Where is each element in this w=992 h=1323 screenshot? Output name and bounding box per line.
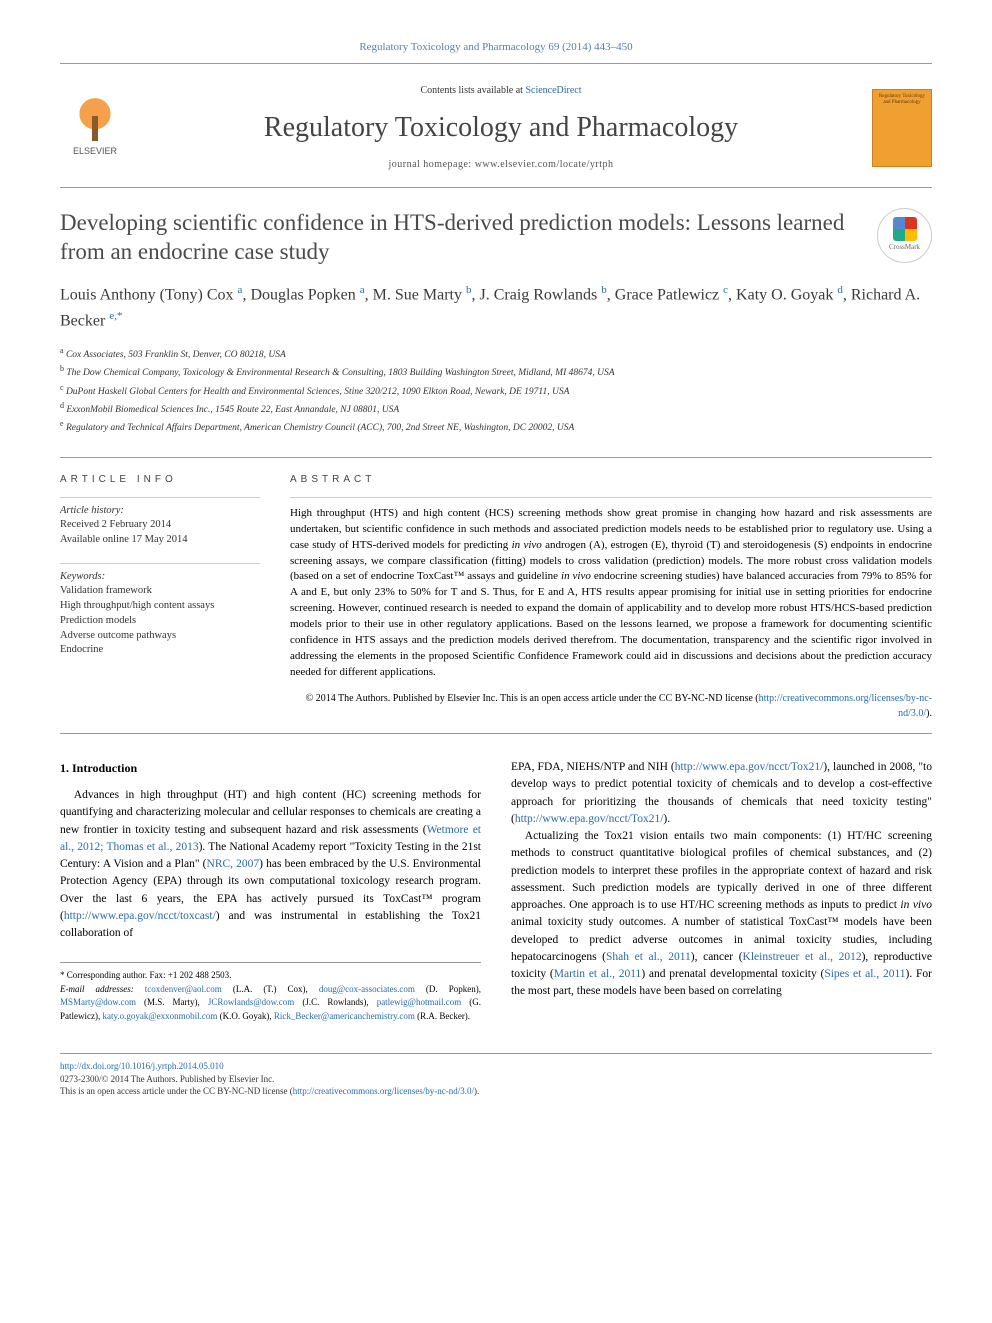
- elsevier-label: ELSEVIER: [73, 145, 117, 158]
- history-label: Article history:: [60, 504, 260, 519]
- copyright-suffix: ).: [926, 708, 932, 719]
- body-columns: 1. Introduction Advances in high through…: [60, 759, 932, 1023]
- email-addresses: E-mail addresses: tcoxdenver@aol.com (L.…: [60, 983, 481, 1024]
- citation-header: Regulatory Toxicology and Pharmacology 6…: [60, 40, 932, 55]
- journal-cover-thumbnail[interactable]: Regulatory Toxicology and Pharmacology: [872, 89, 932, 167]
- article-title: Developing scientific confidence in HTS-…: [60, 208, 857, 268]
- footer-license-link[interactable]: http://creativecommons.org/licenses/by-n…: [293, 1086, 474, 1096]
- homepage-prefix: journal homepage:: [388, 159, 474, 170]
- homepage-line: journal homepage: www.elsevier.com/locat…: [130, 158, 872, 172]
- keyword: Validation framework: [60, 584, 260, 599]
- crossmark-icon: [893, 217, 917, 241]
- intro-paragraph-1-cont: EPA, FDA, NIEHS/NTP and NIH (http://www.…: [511, 759, 932, 828]
- article-info-column: ARTICLE INFO Article history: Received 2…: [60, 473, 260, 721]
- cover-title: Regulatory Toxicology and Pharmacology: [877, 94, 927, 106]
- intro-paragraph-1: Advances in high throughput (HT) and hig…: [60, 787, 481, 942]
- affiliation-line: e Regulatory and Technical Affairs Depar…: [60, 418, 932, 436]
- journal-name: Regulatory Toxicology and Pharmacology: [130, 108, 872, 147]
- history-online: Available online 17 May 2014: [60, 533, 260, 548]
- affiliation-line: a Cox Associates, 503 Franklin St, Denve…: [60, 345, 932, 363]
- authors-list: Louis Anthony (Tony) Cox a, Douglas Popk…: [60, 282, 932, 333]
- crossmark-label: CrossMark: [889, 243, 920, 253]
- journal-header: ELSEVIER Contents lists available at Sci…: [60, 74, 932, 187]
- copyright-text: © 2014 The Authors. Published by Elsevie…: [306, 693, 759, 704]
- affiliation-line: c DuPont Haskell Global Centers for Heal…: [60, 382, 932, 400]
- keywords-label: Keywords:: [60, 570, 260, 585]
- contents-line: Contents lists available at ScienceDirec…: [130, 84, 872, 98]
- affiliations: a Cox Associates, 503 Franklin St, Denve…: [60, 345, 932, 437]
- elsevier-tree-icon: [70, 98, 120, 143]
- intro-heading: 1. Introduction: [60, 759, 481, 777]
- affiliation-line: d ExxonMobil Biomedical Sciences Inc., 1…: [60, 400, 932, 418]
- keyword: Prediction models: [60, 614, 260, 629]
- issn-line: 0273-2300/© 2014 The Authors. Published …: [60, 1074, 274, 1084]
- body-column-left: 1. Introduction Advances in high through…: [60, 759, 481, 1023]
- footnote-block: * Corresponding author. Fax: +1 202 488 …: [60, 962, 481, 1023]
- top-divider: [60, 63, 932, 64]
- license-prefix: This is an open access article under the…: [60, 1086, 293, 1096]
- keyword: Adverse outcome pathways: [60, 629, 260, 644]
- license-link[interactable]: http://creativecommons.org/licenses/by-n…: [759, 693, 932, 719]
- doi-link[interactable]: http://dx.doi.org/10.1016/j.yrtph.2014.0…: [60, 1061, 224, 1071]
- article-info-heading: ARTICLE INFO: [60, 473, 260, 487]
- affiliation-line: b The Dow Chemical Company, Toxicology &…: [60, 363, 932, 381]
- abstract-heading: ABSTRACT: [290, 473, 932, 487]
- corresponding-author: * Corresponding author. Fax: +1 202 488 …: [60, 969, 481, 983]
- sciencedirect-link[interactable]: ScienceDirect: [525, 85, 581, 96]
- body-column-right: EPA, FDA, NIEHS/NTP and NIH (http://www.…: [511, 759, 932, 1023]
- history-received: Received 2 February 2014: [60, 518, 260, 533]
- keywords-list: Validation frameworkHigh throughput/high…: [60, 584, 260, 657]
- license-suffix: ).: [474, 1086, 479, 1096]
- footer-bar: http://dx.doi.org/10.1016/j.yrtph.2014.0…: [60, 1053, 932, 1098]
- crossmark-badge[interactable]: CrossMark: [877, 208, 932, 263]
- abstract-text: High throughput (HTS) and high content (…: [290, 497, 932, 681]
- copyright-line: © 2014 The Authors. Published by Elsevie…: [290, 691, 932, 721]
- intro-paragraph-2: Actualizing the Tox21 vision entails two…: [511, 828, 932, 1001]
- abstract-column: ABSTRACT High throughput (HTS) and high …: [290, 473, 932, 721]
- elsevier-logo[interactable]: ELSEVIER: [60, 93, 130, 163]
- keyword: High throughput/high content assays: [60, 599, 260, 614]
- contents-prefix: Contents lists available at: [420, 85, 525, 96]
- homepage-url[interactable]: www.elsevier.com/locate/yrtph: [475, 159, 614, 170]
- keyword: Endocrine: [60, 643, 260, 658]
